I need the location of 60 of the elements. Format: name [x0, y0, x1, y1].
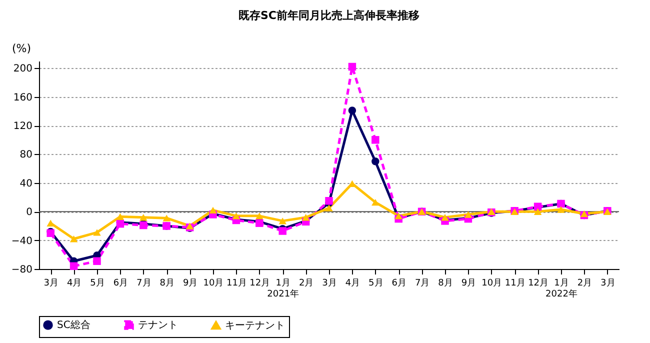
point — [232, 212, 240, 220]
y-tick-label: 40 — [20, 178, 32, 190]
point — [441, 214, 449, 221]
point — [209, 206, 217, 214]
point — [46, 220, 54, 226]
y-axis-title: (%) — [12, 42, 31, 55]
x-tick-label: 11月 — [504, 278, 526, 288]
x-tick-label: 7月 — [136, 278, 152, 288]
x-tick-label: 8月 — [160, 278, 174, 288]
point — [325, 204, 333, 212]
point — [116, 213, 124, 220]
x-tick-label: 4月 — [345, 278, 360, 288]
point — [278, 218, 286, 224]
x-tick-label: 9月 — [461, 278, 476, 288]
point — [348, 62, 356, 71]
point — [162, 214, 170, 222]
point — [372, 198, 380, 206]
legend-label: SC総合 — [57, 319, 90, 332]
x-tick-label: 2月 — [577, 278, 592, 288]
x-tick-label: 9月 — [182, 278, 198, 288]
chart-title: 既存SC前年同月比売上高伸長率推移 — [238, 9, 420, 22]
y-tick-label: 80 — [20, 150, 32, 161]
point — [93, 257, 101, 265]
point — [348, 106, 356, 114]
point — [278, 227, 286, 235]
x-tick-label: 11月 — [226, 278, 247, 288]
y-tick-label: 120 — [13, 121, 32, 132]
point — [302, 214, 310, 221]
y-tick-label: 160 — [13, 92, 32, 104]
point — [140, 214, 148, 221]
x-tick-label: 6月 — [392, 278, 406, 288]
x-tick-label: 4月 — [66, 278, 82, 288]
point — [464, 211, 472, 218]
legend-label: テナント — [138, 320, 178, 332]
y-tick-label: 200 — [13, 64, 32, 75]
x-tick-label: 5月 — [368, 278, 384, 288]
point — [372, 158, 380, 166]
point — [256, 212, 264, 220]
x-tick-label: 2月 — [298, 278, 314, 288]
legend-label: キーテナント — [225, 320, 285, 332]
x-tick-label: 10月 — [482, 278, 502, 288]
y-tick-label: −80 — [11, 264, 32, 276]
point — [557, 206, 565, 213]
y-tick-label: −40 — [11, 236, 32, 247]
x-tick-label: 10月 — [203, 278, 224, 288]
y-tick-label: 0 — [26, 207, 32, 218]
x-tick-label: 5月 — [90, 278, 105, 288]
point — [394, 212, 402, 220]
x-tick-label: 3月 — [44, 278, 58, 288]
point — [70, 236, 78, 242]
x-tick-label: 7月 — [414, 278, 430, 288]
x-tick-label: 8月 — [438, 278, 453, 288]
x-tick-label: 6月 — [113, 278, 128, 288]
point — [70, 262, 78, 270]
point — [534, 208, 542, 215]
x-tick-label: 3月 — [322, 278, 337, 288]
point — [93, 229, 101, 236]
point — [325, 196, 333, 205]
point — [372, 136, 380, 144]
x-tick-label: 3月 — [600, 278, 616, 288]
